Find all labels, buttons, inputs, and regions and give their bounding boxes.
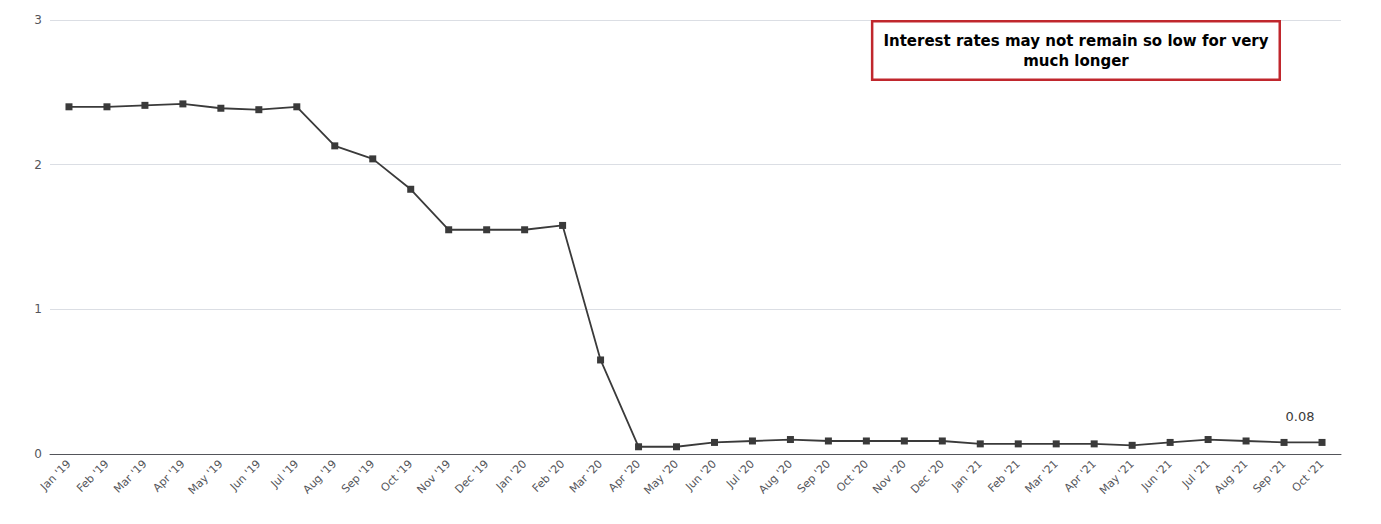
svg-text:0: 0 (34, 447, 42, 461)
svg-text:Interest rates may not remain: Interest rates may not remain so low for… (883, 32, 1268, 50)
svg-text:Oct '21: Oct '21 (1289, 457, 1326, 494)
svg-text:Feb '19: Feb '19 (74, 457, 111, 494)
svg-text:much longer: much longer (1023, 52, 1129, 70)
svg-text:Aug '21: Aug '21 (1212, 457, 1251, 496)
svg-text:3: 3 (34, 13, 42, 27)
svg-text:Jun '19: Jun '19 (227, 457, 264, 494)
svg-text:Apr '21: Apr '21 (1062, 457, 1099, 494)
svg-text:Jul '21: Jul '21 (1179, 457, 1213, 491)
svg-text:Aug '19: Aug '19 (301, 457, 340, 496)
svg-text:Jul '19: Jul '19 (268, 457, 302, 491)
svg-text:Feb '20: Feb '20 (530, 457, 567, 494)
svg-text:Oct '20: Oct '20 (834, 457, 871, 494)
svg-text:Feb '21: Feb '21 (985, 457, 1022, 494)
svg-text:Jan '20: Jan '20 (493, 457, 529, 493)
svg-text:Apr '20: Apr '20 (606, 457, 643, 494)
svg-text:Nov '19: Nov '19 (414, 457, 453, 496)
svg-text:Sep '20: Sep '20 (795, 457, 833, 495)
svg-text:May '20: May '20 (641, 457, 681, 497)
svg-text:Sep '19: Sep '19 (339, 457, 377, 495)
svg-text:Nov '20: Nov '20 (870, 457, 909, 496)
svg-text:Mar '21: Mar '21 (1022, 457, 1060, 495)
svg-text:Sep '21: Sep '21 (1250, 457, 1288, 495)
svg-text:1: 1 (34, 302, 42, 316)
svg-text:Dec '20: Dec '20 (908, 457, 947, 496)
svg-text:Jan '19: Jan '19 (37, 457, 73, 493)
svg-text:Aug '20: Aug '20 (756, 457, 795, 496)
svg-text:May '21: May '21 (1097, 457, 1137, 497)
svg-text:Oct '19: Oct '19 (378, 457, 415, 494)
svg-text:2: 2 (34, 158, 42, 172)
svg-text:Mar '19: Mar '19 (111, 457, 149, 495)
svg-text:Jul '20: Jul '20 (723, 457, 757, 491)
svg-text:Jan '21: Jan '21 (949, 457, 985, 493)
svg-text:Apr '19: Apr '19 (150, 457, 187, 494)
svg-text:0.08: 0.08 (1286, 409, 1315, 424)
svg-text:Jun '20: Jun '20 (683, 457, 720, 494)
svg-text:May '19: May '19 (186, 457, 226, 497)
svg-text:Dec '19: Dec '19 (453, 457, 492, 496)
svg-text:Mar '20: Mar '20 (567, 457, 605, 495)
svg-text:Jun '21: Jun '21 (1138, 457, 1175, 494)
